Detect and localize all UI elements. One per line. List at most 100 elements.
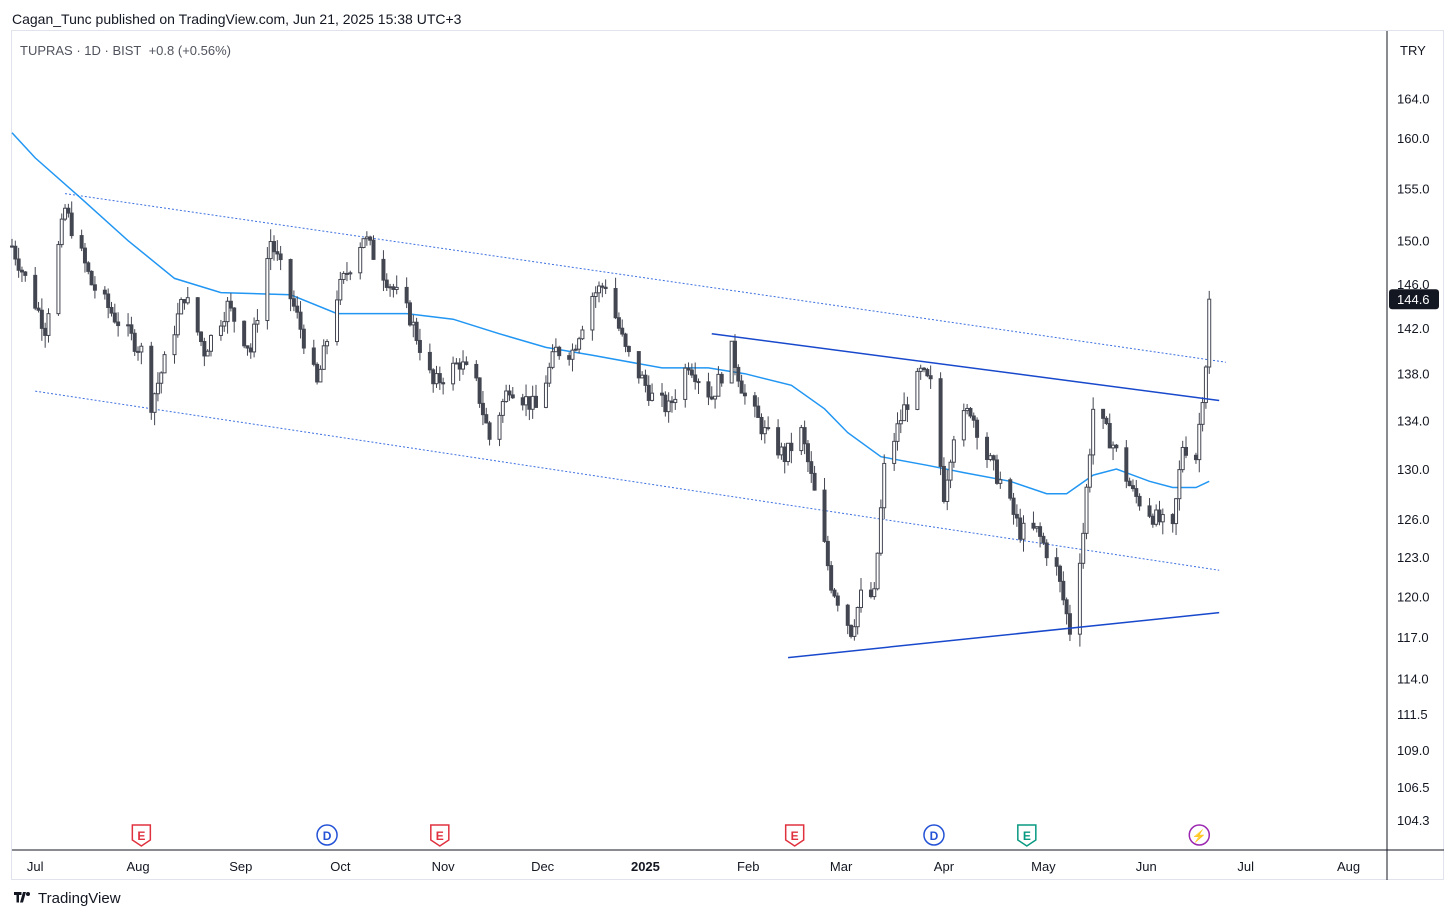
candle-body xyxy=(427,351,432,371)
candle-body xyxy=(56,244,61,315)
candle-body xyxy=(1184,446,1189,456)
candle-body xyxy=(43,327,48,336)
candle-body xyxy=(961,410,966,441)
candle-body xyxy=(1014,513,1019,519)
x-tick-label: Jun xyxy=(1136,859,1157,874)
candle-body xyxy=(640,374,645,379)
candle-body xyxy=(1150,515,1155,525)
candles xyxy=(10,201,1212,647)
event-letter: D xyxy=(323,829,332,843)
candle-body xyxy=(759,416,764,435)
candle-body xyxy=(325,341,330,347)
candle-body xyxy=(570,349,575,360)
candle-body xyxy=(348,272,353,275)
candle-body xyxy=(116,321,121,327)
candle-body xyxy=(255,320,260,325)
candle-body xyxy=(1180,446,1185,471)
x-tick-label: Apr xyxy=(934,859,955,874)
event-badge xyxy=(923,824,945,846)
event-badge xyxy=(784,824,805,847)
candle-body xyxy=(713,395,718,400)
candle-body xyxy=(1104,417,1109,425)
candle-body xyxy=(1031,522,1036,529)
event-marker-earnings[interactable]: E xyxy=(131,824,152,847)
candle-body xyxy=(805,443,810,463)
candle-body xyxy=(922,367,927,371)
candle-body xyxy=(752,395,757,407)
y-tick-label: 111.5 xyxy=(1397,707,1428,722)
candle-body xyxy=(19,269,24,273)
candle-body xyxy=(809,461,814,474)
candle-body xyxy=(1130,485,1135,490)
candle-body xyxy=(520,397,525,406)
candle-body xyxy=(945,479,950,502)
y-tick-label: 120.0 xyxy=(1397,590,1430,605)
event-marker-earnings[interactable]: E xyxy=(784,824,805,847)
x-tick-label: Aug xyxy=(1337,859,1360,874)
candle-body xyxy=(384,279,389,288)
candle-body xyxy=(1154,509,1159,525)
candle-body xyxy=(388,286,393,289)
candle-body xyxy=(417,339,422,353)
candle-body xyxy=(205,350,210,357)
candle-body xyxy=(878,507,883,554)
candle-body xyxy=(825,540,830,567)
candle-body xyxy=(451,362,456,385)
candle-body xyxy=(666,400,671,413)
candle-body xyxy=(487,422,492,440)
candle-body xyxy=(1203,366,1208,404)
currency-button[interactable]: TRY xyxy=(1400,43,1426,58)
candle-body xyxy=(719,373,724,384)
candle-body xyxy=(66,207,71,214)
y-tick-label: 150.0 xyxy=(1397,234,1430,249)
candle-body xyxy=(971,415,976,421)
candle-body xyxy=(474,363,479,379)
candle-body xyxy=(291,298,296,307)
symbol-text: TUPRAS · 1D · BIST xyxy=(20,43,142,58)
candle-body xyxy=(1193,454,1198,461)
candle-body xyxy=(859,589,863,609)
event-marker-split[interactable]: ⚡ xyxy=(1188,824,1211,846)
candle-body xyxy=(182,299,187,304)
candle-body xyxy=(855,607,860,628)
event-marker-dividend[interactable]: D xyxy=(923,824,945,846)
candle-body xyxy=(371,239,376,260)
tradingview-logo-icon xyxy=(14,891,30,902)
candle-body xyxy=(812,472,817,491)
event-markers: E D E E D E ⚡ xyxy=(131,824,1211,847)
tradingview-brand[interactable]: TradingView xyxy=(12,890,121,907)
moving-average-line xyxy=(11,132,1210,495)
candle-body xyxy=(510,394,515,399)
candle-body xyxy=(938,378,943,467)
event-marker-earnings_future[interactable]: E xyxy=(1017,824,1037,847)
candle-body xyxy=(1061,580,1066,601)
candle-body xyxy=(998,479,1003,484)
candle-body xyxy=(1018,517,1023,540)
candle-body xyxy=(341,272,346,280)
candle-body xyxy=(660,392,665,396)
candle-body xyxy=(689,369,694,376)
candle-body xyxy=(693,374,698,383)
candle-body xyxy=(1087,454,1092,488)
candle-body xyxy=(968,407,973,417)
candle-body xyxy=(799,427,804,452)
symbol-legend[interactable]: TUPRAS · 1D · BIST +0.8 (+0.56%) xyxy=(20,43,231,58)
event-marker-earnings[interactable]: E xyxy=(430,824,450,847)
channel-lines xyxy=(35,193,1226,571)
candle-body xyxy=(69,212,74,237)
y-tick-label: 164.0 xyxy=(1397,91,1430,106)
candle-body xyxy=(155,382,160,395)
candle-body xyxy=(802,427,807,445)
candle-body xyxy=(696,381,701,384)
y-tick-label: 134.0 xyxy=(1397,414,1430,429)
event-marker-dividend[interactable]: D xyxy=(316,824,338,846)
candle-body xyxy=(318,368,323,383)
candle-body xyxy=(1008,479,1013,499)
candle-body xyxy=(242,320,247,347)
candle-body xyxy=(59,218,64,246)
candle-body xyxy=(553,346,558,353)
candle-body xyxy=(46,313,51,336)
candle-body xyxy=(620,327,625,335)
x-tick-label: Feb xyxy=(737,859,759,874)
